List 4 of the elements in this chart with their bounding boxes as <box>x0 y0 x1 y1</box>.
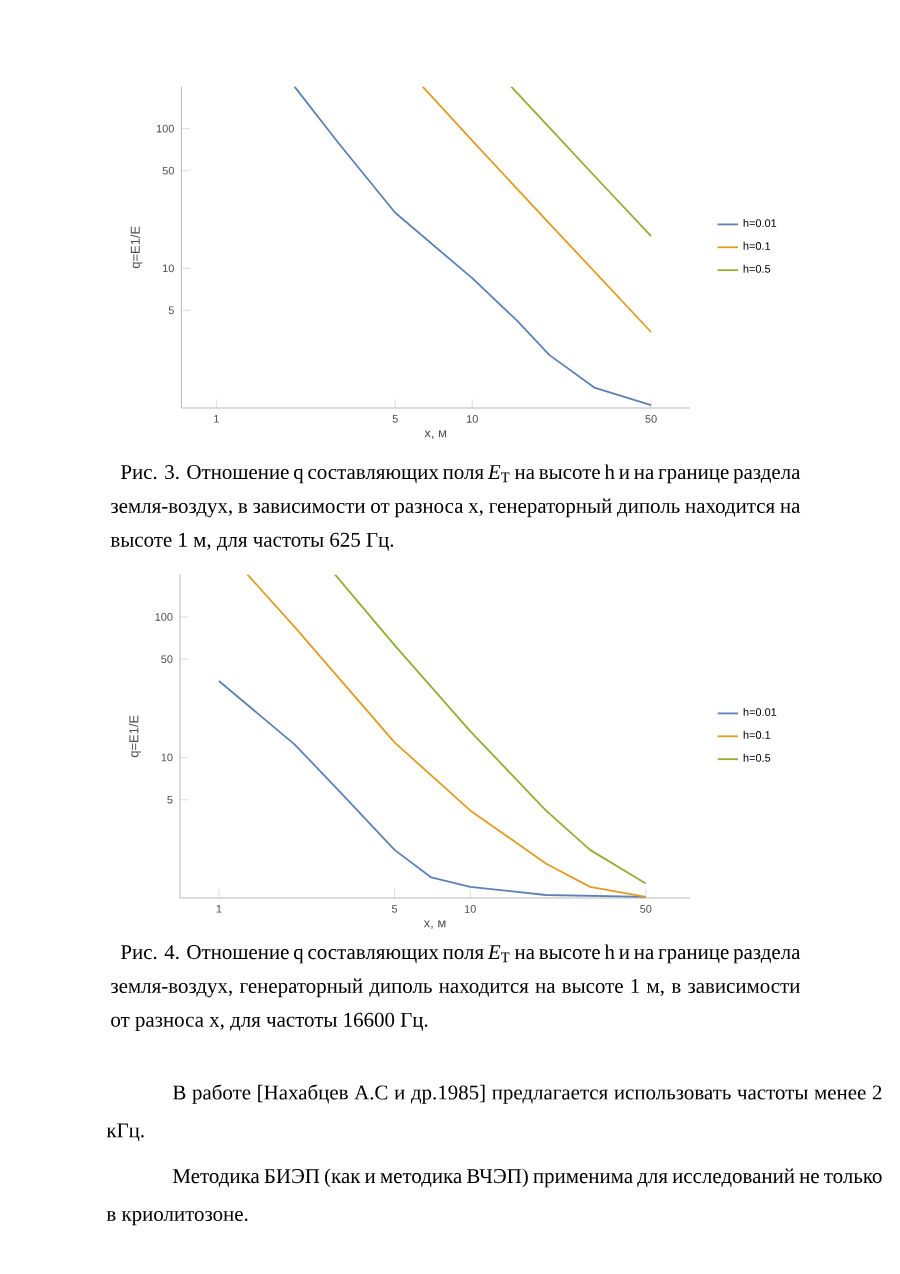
text: Методика БИЭП (как и методика ВЧЭП) применима для исследований не только в криолитозоне. <box>106 1168 882 1226</box>
text: В работе [Нахабцев А.С и др.1985] предлагается использовать частоты менее 2 кГц. <box>106 1084 882 1142</box>
text: Рис. 3. Отношение q составляющих поля E$_{T}$ на высоте h и на границе раздела земля-воздух, в зависимости от разноса x, генераторный диполь находится на высоте 1 м, для частоты 625 Гц. <box>110 464 801 551</box>
text: Рис. 4. Отношение q составляющих поля E$_{T}$ на высоте h и на границе раздела земля-воздух, генераторный диполь находится на высоте 1 м, в зависимости от разноса x, для частоты 16600 Гц. <box>110 944 801 1032</box>
